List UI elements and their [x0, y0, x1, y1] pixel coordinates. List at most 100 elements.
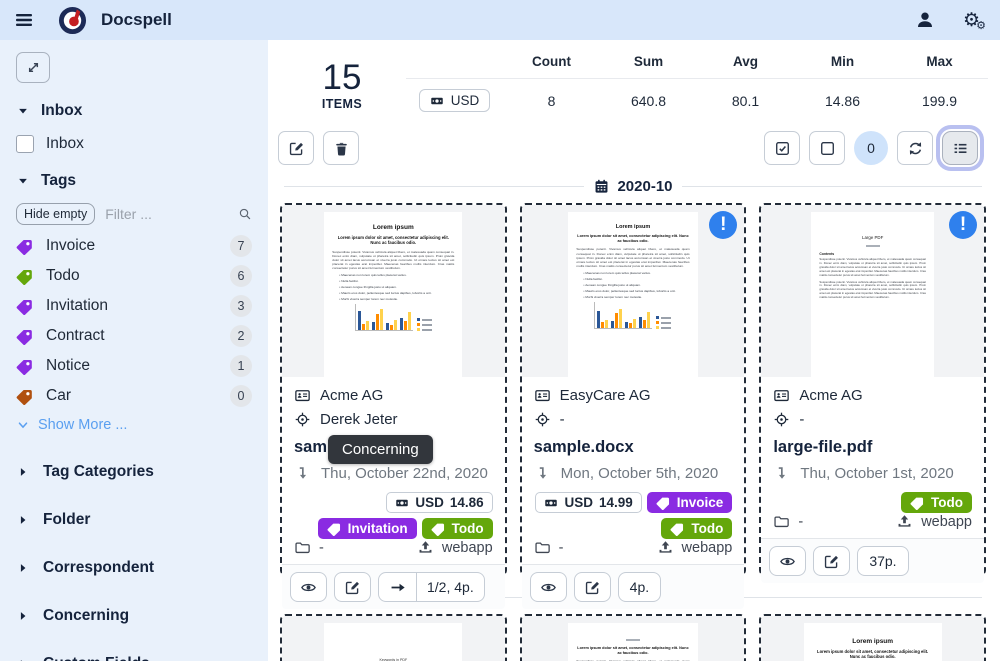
section-label: Inbox	[41, 102, 83, 119]
stat-value-avg: 80.1	[731, 92, 760, 109]
inbox-checkbox[interactable]	[16, 135, 34, 153]
sidebar-item-tag-categories[interactable]: Tag Categories	[16, 463, 252, 481]
expand-icon	[25, 59, 42, 76]
card-footer: 4p.	[521, 564, 745, 609]
next-attachment-button[interactable]	[379, 573, 416, 601]
select-none-button[interactable]	[809, 131, 845, 165]
tag-badge-todo[interactable]: Todo	[661, 518, 733, 539]
preview-contents-label: Contents	[819, 252, 835, 256]
item-meta-row: - webapp	[522, 539, 745, 564]
stat-value-max: 199.9	[921, 92, 958, 109]
sidebar-item-correspondent[interactable]: Correspondent	[16, 559, 252, 577]
card-footer: 1/2, 4p.	[282, 564, 505, 609]
alert-badge-icon: !	[709, 211, 738, 239]
edit-item-button[interactable]	[573, 572, 611, 602]
preview-list: Maecenas non lorem quis tellus placerat …	[583, 271, 689, 299]
tag-badge-invoice[interactable]: Invoice	[646, 492, 733, 513]
item-card-partial-2[interactable]: Lorem ipsum dolor sit amet, consectetur …	[519, 614, 747, 661]
checkbox-empty-icon	[819, 140, 836, 157]
preview-bar-chart	[576, 302, 689, 330]
list-view-button[interactable]	[942, 131, 978, 165]
address-card-icon	[294, 387, 311, 404]
address-card-icon	[773, 387, 790, 404]
settings-gears-icon[interactable]: ⚙ ⚙	[962, 9, 986, 32]
money-bill-icon	[430, 94, 444, 108]
folder-value: -	[558, 539, 564, 556]
preview-list: Maecenas non lorem quis tellus placerat …	[339, 273, 454, 301]
tag-item-todo[interactable]: Todo 6	[16, 261, 252, 291]
sidebar-section-inbox[interactable]: Inbox	[16, 102, 252, 120]
preview-button[interactable]	[769, 546, 807, 576]
preview-intro: Lorem ipsum dolor sit amet, consectetur …	[577, 234, 689, 243]
app-title: Docspell	[101, 10, 172, 29]
show-more-link[interactable]: Show More ...	[16, 417, 252, 433]
crosshairs-icon	[773, 411, 790, 428]
item-title[interactable]: sample.docx	[533, 438, 634, 456]
item-card-large-file-pdf[interactable]: ! Large PDF Contents Suspendisse potenti…	[759, 203, 986, 583]
hide-empty-button[interactable]: Hide empty	[16, 203, 96, 225]
checkbox-checked-icon	[774, 140, 791, 157]
caret-down-icon	[16, 104, 30, 118]
tag-item-invitation[interactable]: Invitation 3	[16, 291, 252, 321]
date-group-label: 2020-10	[617, 178, 673, 195]
tag-count-badge: 6	[230, 265, 252, 287]
tag-filter-input[interactable]	[105, 206, 228, 222]
sidebar-item-concerning[interactable]: Concerning	[16, 607, 252, 625]
caret-down-icon	[16, 174, 30, 188]
sidebar-item-custom-fields[interactable]: Custom Fields	[16, 655, 252, 661]
eye-icon	[540, 579, 557, 596]
arrow-right-icon	[389, 579, 406, 596]
concerning-name: -	[799, 411, 805, 428]
correspondent-name: EasyCare AG	[559, 387, 651, 404]
tag-item-notice[interactable]: Notice 1	[16, 351, 252, 381]
item-card-sample-odt[interactable]: Lorem ipsum Lorem ipsum dolor sit amet, …	[280, 203, 507, 609]
preview-intro: Lorem ipsum dolor sit amet, consectetur …	[577, 646, 689, 655]
expand-sidebar-button[interactable]	[16, 52, 50, 83]
amount-badge: USD 14.86	[386, 492, 493, 513]
tag-icon	[16, 328, 33, 345]
user-icon[interactable]	[915, 10, 935, 30]
main-content: 15 ITEMS Count Sum Avg Min Max USD	[268, 40, 1000, 661]
eye-icon	[300, 579, 317, 596]
stat-header-avg: Avg	[732, 54, 758, 69]
stat-value-min: 14.86	[824, 92, 861, 109]
preview-button[interactable]	[290, 572, 327, 602]
select-all-button[interactable]	[764, 131, 800, 165]
sidebar-item-folder[interactable]: Folder	[16, 511, 252, 529]
preview-body: Suspendisse potenti. Vivamus vehicula al…	[576, 659, 689, 661]
refresh-button[interactable]	[897, 131, 933, 165]
tag-badge-invitation[interactable]: Invitation	[317, 518, 417, 539]
item-card-partial-3[interactable]: Lorem ipsum Lorem ipsum dolor sit amet, …	[759, 614, 986, 661]
hamburger-menu-icon[interactable]	[14, 10, 34, 30]
tag-icon	[431, 522, 445, 536]
tag-badge-todo[interactable]: Todo	[901, 492, 972, 513]
item-card-partial-1[interactable]: Keywords in PDF	[280, 614, 507, 661]
tag-item-invoice[interactable]: Invoice 7	[16, 231, 252, 261]
calendar-icon	[593, 178, 610, 195]
folder-value: -	[319, 539, 324, 556]
edit-item-button[interactable]	[334, 572, 371, 602]
stat-value-count: 8	[547, 92, 556, 109]
edit-items-button[interactable]	[278, 131, 314, 165]
edit-icon	[584, 579, 601, 596]
arrow-down-icon	[294, 465, 311, 482]
sidebar-section-tags[interactable]: Tags	[16, 172, 252, 190]
stat-value-sum: 640.8	[630, 92, 667, 109]
tag-icon	[327, 522, 341, 536]
source-value: webapp	[921, 513, 972, 530]
amount-badge: USD 14.99	[535, 492, 642, 513]
edit-item-button[interactable]	[813, 546, 851, 576]
item-card-sample-docx[interactable]: ! Lorem ipsum Lorem ipsum dolor sit amet…	[519, 203, 747, 609]
edit-icon	[344, 579, 361, 596]
stat-header-sum: Sum	[633, 54, 664, 69]
tag-item-car[interactable]: Car 0	[16, 381, 252, 411]
page-count-label: 37p.	[857, 546, 909, 576]
tag-badge-todo[interactable]: Todo	[421, 518, 493, 539]
concerning-tooltip: Concerning	[328, 435, 433, 464]
concerning-row: Derek Jeter	[294, 411, 493, 428]
delete-items-button[interactable]	[323, 131, 359, 165]
item-title[interactable]: large-file.pdf	[773, 438, 873, 456]
preview-button[interactable]	[529, 572, 567, 602]
inbox-filter-row[interactable]: Inbox	[16, 135, 252, 153]
tag-item-contract[interactable]: Contract 2	[16, 321, 252, 351]
